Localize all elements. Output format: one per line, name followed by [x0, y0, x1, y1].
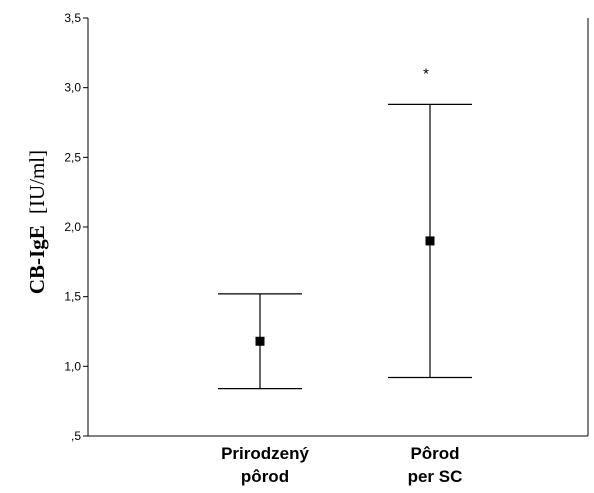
mean-marker: [425, 236, 435, 246]
y-tick-label: 2,0: [64, 220, 81, 234]
x-category-label-line: pôrod: [241, 467, 289, 486]
significance-label: *: [423, 65, 429, 82]
x-category-label-line: Pôrod: [410, 444, 459, 463]
y-tick-label: ,5: [71, 429, 81, 443]
y-axis-title: CB-IgE [IU/ml]: [25, 150, 49, 294]
error-bar-group: [218, 293, 302, 390]
x-category-label-line: per SC: [408, 467, 463, 486]
y-axis-title-unit: [IU/ml]: [25, 150, 49, 214]
mean-marker: [255, 336, 265, 346]
y-axis-ticks: ,5 1,0 1,5 2,0 2,5 3,0 3,5: [64, 11, 88, 443]
y-axis-title-main: CB-IgE: [25, 225, 49, 294]
y-tick-label: 1,0: [64, 359, 81, 373]
y-tick-label: 3,0: [64, 81, 81, 95]
y-tick-label: 3,5: [64, 11, 81, 25]
x-category-label-line: Prirodzený: [221, 444, 309, 463]
x-category-label: Prirodzený pôrod: [221, 444, 309, 486]
error-bar-series: *: [218, 65, 472, 390]
axes: [87, 18, 589, 437]
x-category-label: Pôrod per SC: [408, 444, 463, 486]
error-bar-group: *: [388, 65, 472, 379]
x-axis-labels: Prirodzený pôrod Pôrod per SC: [221, 444, 462, 486]
y-tick-label: 2,5: [64, 150, 81, 164]
y-tick-label: 1,5: [64, 290, 81, 304]
